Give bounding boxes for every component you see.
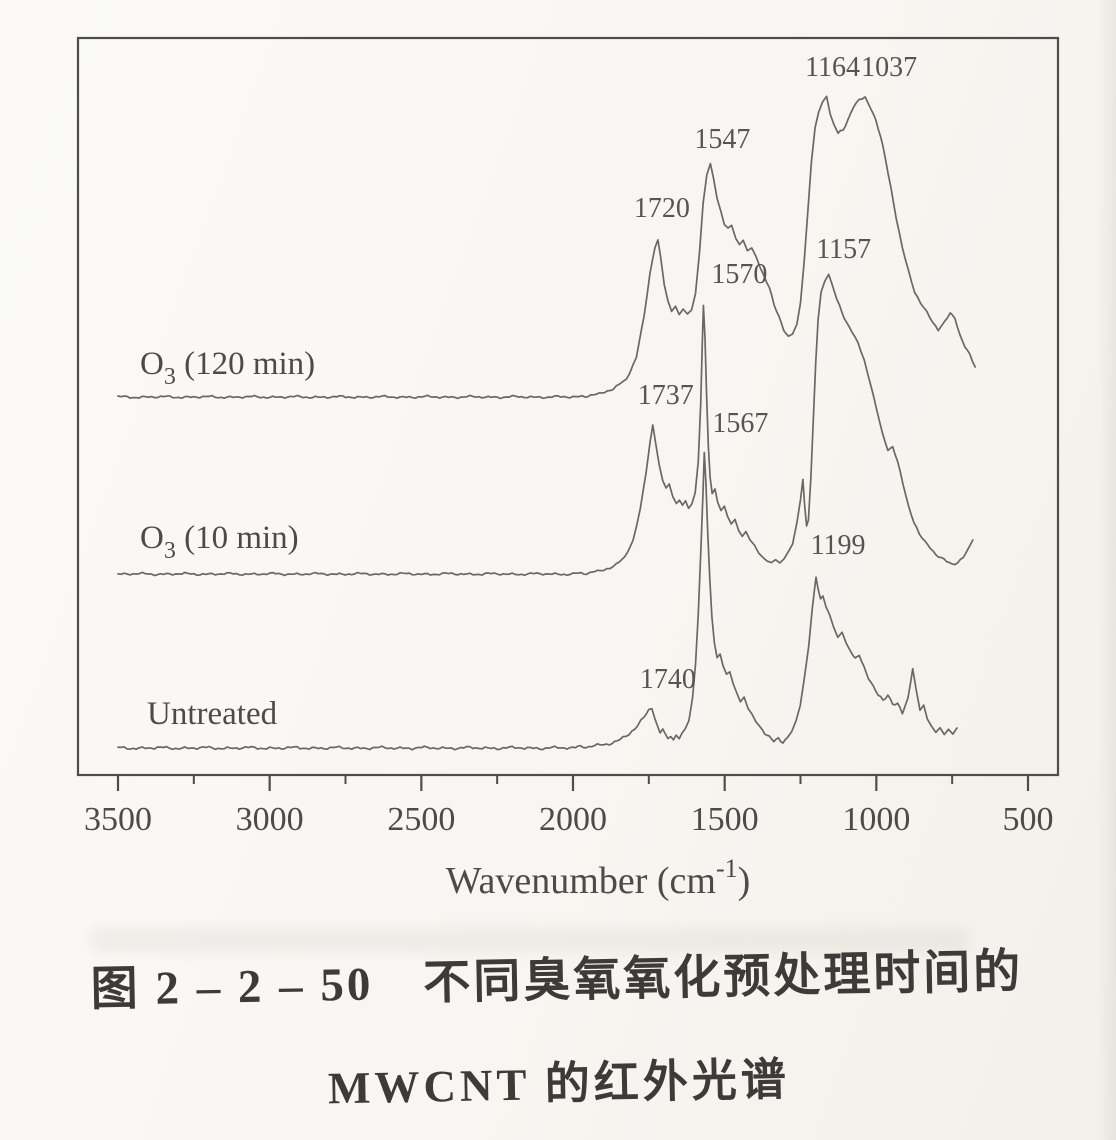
scan-artifact-band — [90, 928, 970, 952]
x-tick-label: 3000 — [236, 801, 304, 838]
peak-label: 1157 — [816, 234, 871, 265]
ir-spectra-chart: 3500 3000 2500 2000 1500 1000 500 Wavenumber (c… — [76, 36, 1060, 902]
peak-label: 1720 — [634, 193, 690, 224]
x-tick-label: 2000 — [539, 801, 607, 838]
series-label: O3 (120 min) — [140, 346, 315, 390]
x-tick-label: 1500 — [691, 801, 759, 838]
peak-label: 1199 — [810, 530, 865, 561]
peak-label: 1164 — [805, 52, 860, 83]
scan-artifact-edge — [1098, 0, 1116, 1140]
spectrum-trace — [117, 273, 974, 577]
x-tick-label: 3500 — [84, 801, 152, 838]
peak-label: 1037 — [861, 52, 917, 83]
peak-label: 1570 — [711, 259, 767, 290]
peak-label: 1547 — [694, 124, 750, 155]
spectrum-trace — [117, 95, 977, 400]
peak-label: 1567 — [712, 408, 768, 439]
x-tick-label: 2500 — [387, 801, 455, 838]
series-label: O3 (10 min) — [140, 520, 299, 564]
peak-label: 1737 — [638, 380, 694, 411]
figure-caption-line2: MWCNT 的红外光谱 — [327, 1054, 791, 1114]
x-tick-label: 1000 — [842, 801, 910, 838]
x-axis-label: Wavenumber (cm-1) — [446, 854, 751, 902]
series-label: Untreated — [147, 696, 278, 732]
plot-frame — [76, 36, 1060, 777]
figure-caption-line1: 图 2 – 2 – 50 不同臭氧氧化预处理时间的 — [90, 946, 1024, 1016]
x-tick-label: 500 — [1003, 801, 1054, 838]
spectrum-trace — [117, 451, 958, 751]
peak-label: 1740 — [640, 664, 696, 695]
figure-caption: 图 2 – 2 – 50 不同臭氧氧化预处理时间的 MWCNT 的红外光谱 — [0, 946, 1116, 1122]
